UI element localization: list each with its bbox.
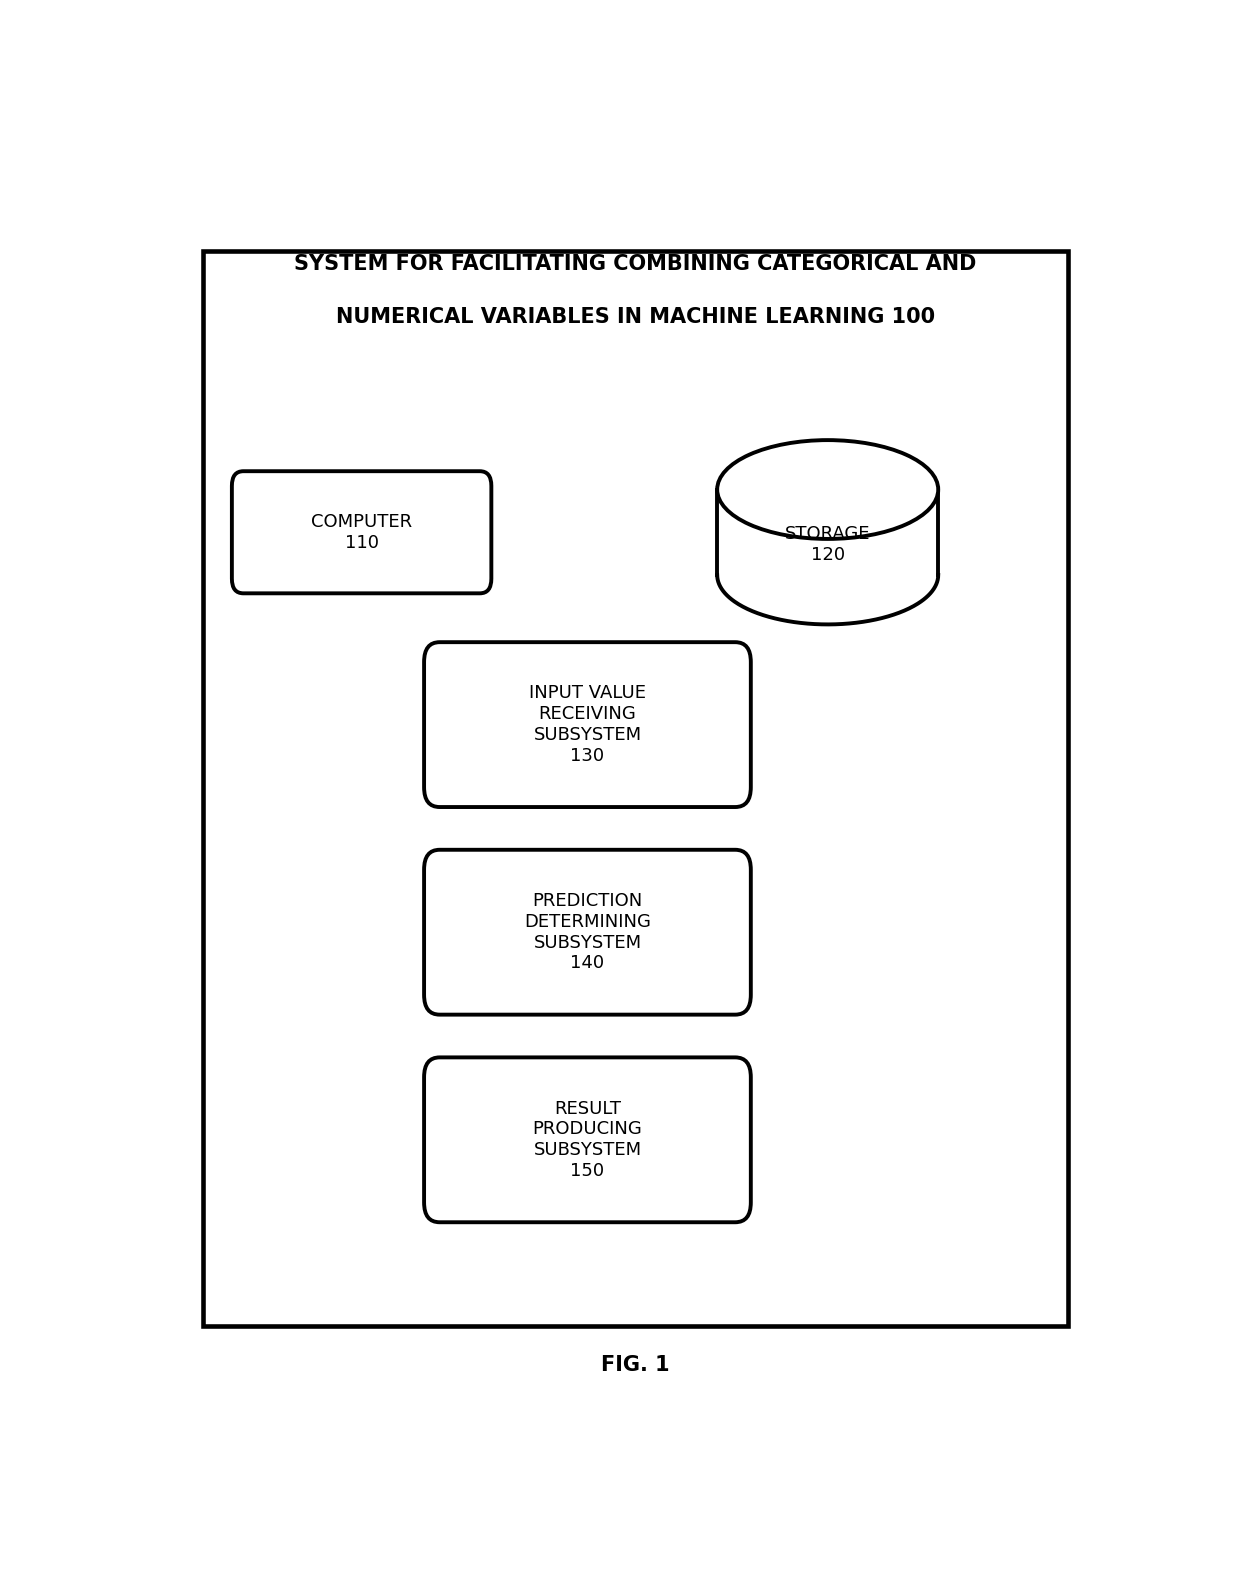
Text: FIG. 1: FIG. 1: [601, 1354, 670, 1375]
Text: PREDICTION
DETERMINING
SUBSYSTEM
140: PREDICTION DETERMINING SUBSYSTEM 140: [525, 891, 651, 972]
Text: NUMERICAL VARIABLES IN MACHINE LEARNING 100: NUMERICAL VARIABLES IN MACHINE LEARNING …: [336, 308, 935, 327]
Text: COMPUTER
110: COMPUTER 110: [311, 512, 412, 552]
FancyBboxPatch shape: [424, 1058, 751, 1223]
Text: RESULT
PRODUCING
SUBSYSTEM
150: RESULT PRODUCING SUBSYSTEM 150: [532, 1099, 642, 1180]
FancyBboxPatch shape: [424, 642, 751, 807]
Bar: [717, 490, 939, 576]
Text: STORAGE
120: STORAGE 120: [785, 525, 870, 565]
Text: SYSTEM FOR FACILITATING COMBINING CATEGORICAL AND: SYSTEM FOR FACILITATING COMBINING CATEGO…: [294, 254, 977, 274]
FancyBboxPatch shape: [232, 471, 491, 593]
FancyBboxPatch shape: [203, 252, 1068, 1326]
Text: INPUT VALUE
RECEIVING
SUBSYSTEM
130: INPUT VALUE RECEIVING SUBSYSTEM 130: [529, 685, 646, 764]
FancyBboxPatch shape: [424, 850, 751, 1015]
Ellipse shape: [717, 439, 939, 539]
